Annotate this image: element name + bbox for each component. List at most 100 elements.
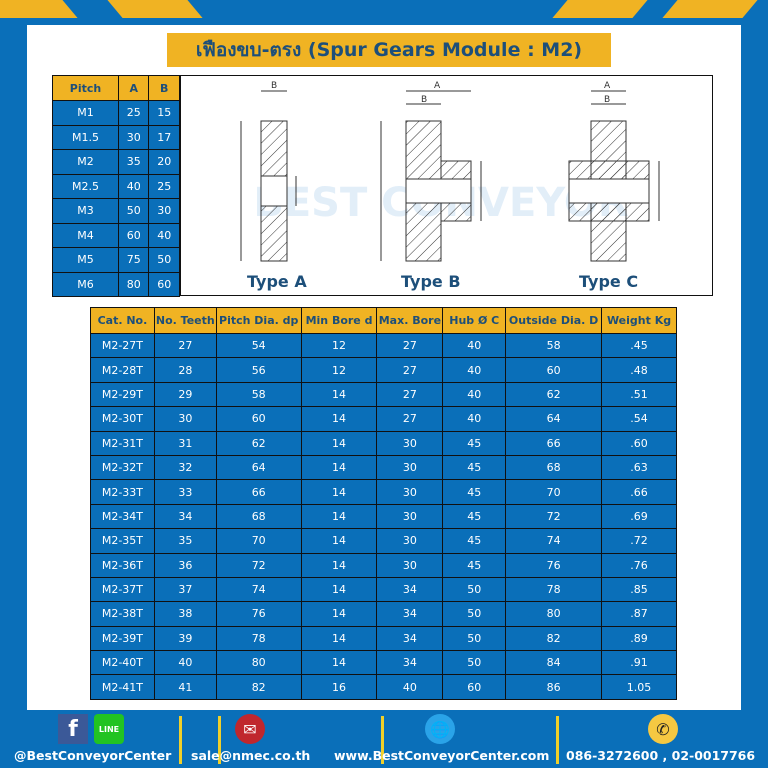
gear-cell: .60: [601, 430, 677, 456]
gear-cell: M2-32T: [90, 454, 155, 481]
website-link[interactable]: www.BestConveyorCenter.com: [334, 748, 550, 763]
gear-cell: 30: [376, 479, 444, 505]
gear-cell: 82: [505, 625, 603, 652]
footer: @BestConveyorCenter sale@nmec.co.th www.…: [0, 712, 768, 768]
table-row: M2-30T 30 60 14 27 40 64.54: [90, 406, 677, 432]
gear-cell: .66: [601, 479, 677, 505]
gear-cell: M2-36T: [90, 552, 155, 578]
table-row: M2.5 40 25: [52, 173, 180, 199]
gear-cell: 66: [215, 479, 302, 505]
gear-cell: 50: [442, 576, 507, 603]
gear-cell: 14: [300, 601, 378, 627]
decor-stripe: [107, 0, 203, 18]
pitch-cell: 40: [148, 222, 180, 248]
gear-cell: 50: [442, 601, 507, 627]
gear-cell: M2-29T: [90, 381, 155, 408]
pitch-cell: 35: [117, 149, 150, 175]
pitch-cell: M2: [52, 149, 119, 175]
gear-cell: 27: [376, 357, 444, 383]
svg-text:B: B: [271, 81, 277, 91]
gear-cell: 40: [442, 381, 507, 408]
gear-header: Cat. No.: [90, 307, 155, 334]
gear-cell: 78: [505, 576, 603, 603]
gear-cell: 12: [300, 332, 378, 359]
gear-cell: 29: [153, 381, 217, 408]
phone-icon: ✆: [648, 714, 678, 744]
gear-cell: 76: [215, 601, 302, 627]
table-row: M2-37T 37 74 14 34 50 78.85: [90, 576, 677, 603]
pitch-header: A: [117, 75, 150, 101]
gear-cell: M2-34T: [90, 503, 155, 530]
table-row: M2-31T 31 62 14 30 45 66.60: [90, 430, 677, 456]
line-icon[interactable]: LINE: [94, 714, 124, 744]
gear-cell: 84: [505, 650, 603, 676]
table-row: M2-35T 35 70 14 30 45 74.72: [90, 528, 677, 554]
gear-cell: 54: [215, 332, 302, 359]
gear-cell: 66: [505, 430, 603, 456]
gear-cell: 74: [215, 576, 302, 603]
gear-cell: 27: [376, 381, 444, 408]
gear-cell: .85: [601, 576, 677, 603]
table-row: M5 75 50: [52, 247, 180, 273]
gear-cell: 70: [505, 479, 603, 505]
table-row: M2-33T 33 66 14 30 45 70.66: [90, 479, 677, 505]
pitch-cell: 30: [148, 198, 180, 224]
gear-cell: 34: [376, 601, 444, 627]
gear-cell: 16: [300, 674, 378, 700]
decor-stripe: [0, 0, 78, 18]
gear-cell: 45: [442, 552, 507, 578]
table-row: M2-32T 32 64 14 30 45 68.63: [90, 454, 677, 481]
gear-cell: 40: [442, 357, 507, 383]
pitch-cell: 20: [148, 149, 180, 175]
pitch-cell: M5: [52, 247, 119, 273]
gear-cell: 14: [300, 430, 378, 456]
pitch-cell: 15: [148, 100, 180, 126]
svg-text:B: B: [421, 95, 427, 105]
divider: [381, 716, 384, 764]
gear-cell: .51: [601, 381, 677, 408]
gear-cell: 31: [153, 430, 217, 456]
pitch-cell: M2.5: [52, 173, 119, 199]
gear-cell: 14: [300, 576, 378, 603]
gear-cell: 28: [153, 357, 217, 383]
gear-header: Min Bore d: [300, 307, 378, 334]
gear-cell: 14: [300, 625, 378, 652]
facebook-icon[interactable]: f: [58, 714, 88, 744]
email-link[interactable]: sale@nmec.co.th: [191, 748, 311, 763]
type-c-label: Type C: [579, 272, 639, 291]
gear-cell: 30: [376, 454, 444, 481]
svg-text:A: A: [434, 81, 441, 91]
pitch-cell: 60: [148, 271, 180, 297]
gear-cell: .48: [601, 357, 677, 383]
gear-cell: 30: [376, 503, 444, 530]
gear-cell: 58: [215, 381, 302, 408]
gear-header: Pitch Dia. dp: [215, 307, 302, 334]
gear-cell: .72: [601, 528, 677, 554]
table-row: M2-41T 41 82 16 40 60 86 1.05: [90, 674, 677, 700]
type-b-label: Type B: [401, 272, 461, 291]
gear-cell: 86: [505, 674, 603, 700]
pitch-cell: 25: [148, 173, 180, 199]
gear-cell: 56: [215, 357, 302, 383]
gear-cell: 62: [215, 430, 302, 456]
gear-cell: M2-31T: [90, 430, 155, 456]
gear-cell: .45: [601, 332, 677, 359]
table-row: M6 80 60: [52, 271, 180, 297]
table-row: M1.5 30 17: [52, 124, 180, 150]
facebook-handle[interactable]: @BestConveyorCenter: [14, 748, 172, 763]
type-c-drawing: A B: [568, 81, 660, 262]
pitch-cell: 50: [148, 247, 180, 273]
gear-cell: 80: [505, 601, 603, 627]
page-title: เฟืองขบ-ตรง (Spur Gears Module : M2): [167, 33, 611, 67]
table-row: M2 35 20: [52, 149, 180, 175]
table-row: M2-27T 27 54 12 27 40 58.45: [90, 332, 677, 359]
phone-numbers: 086-3272600 , 02-0017766: [566, 748, 756, 763]
pitch-cell: 50: [117, 198, 150, 224]
gear-cell: 14: [300, 381, 378, 408]
gear-cell: 32: [153, 454, 217, 481]
gear-cell: 50: [442, 650, 507, 676]
pitch-cell: M4: [52, 222, 119, 248]
pitch-cell: M3: [52, 198, 119, 224]
table-row: M1 25 15: [52, 100, 180, 126]
gear-cell: 30: [376, 528, 444, 554]
